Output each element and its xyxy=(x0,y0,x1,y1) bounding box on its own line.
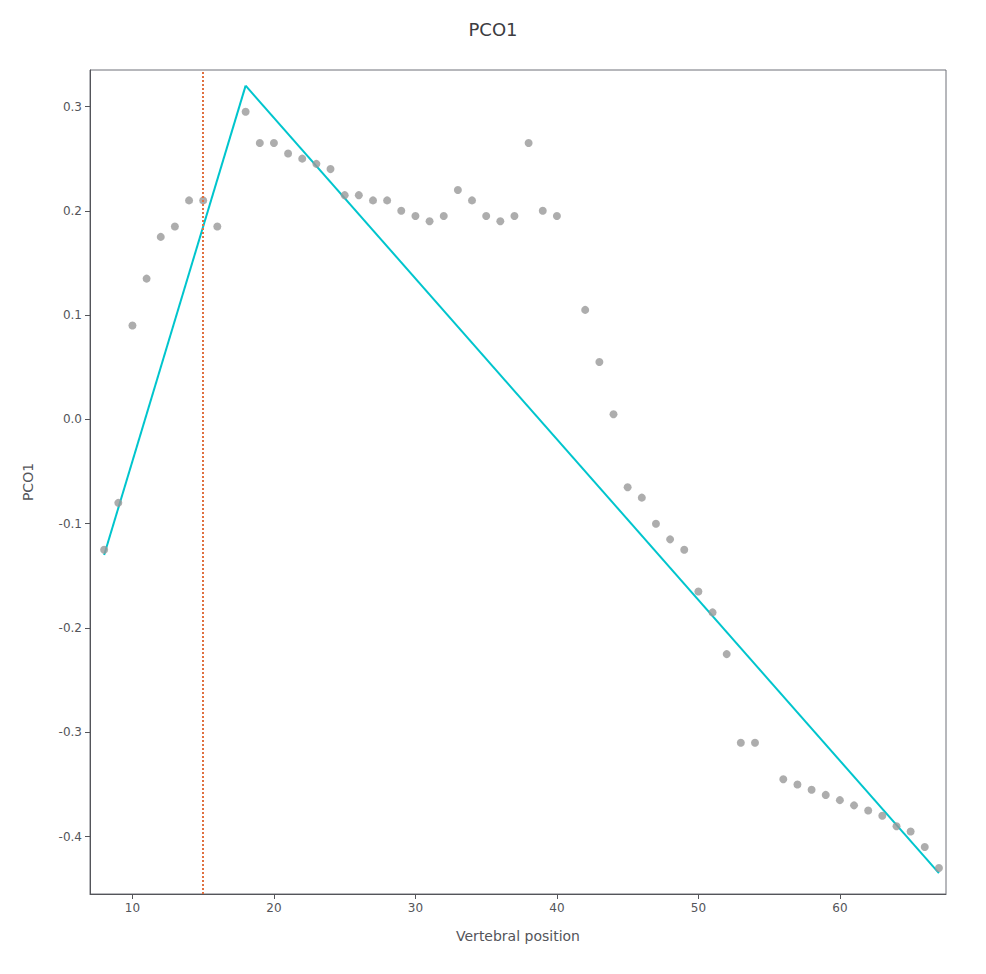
svg-text:0.1: 0.1 xyxy=(63,308,82,322)
svg-text:PCO1: PCO1 xyxy=(468,19,517,40)
svg-text:0.3: 0.3 xyxy=(63,100,82,114)
svg-text:-0.3: -0.3 xyxy=(59,725,82,739)
svg-text:-0.2: -0.2 xyxy=(59,621,82,635)
svg-text:0.0: 0.0 xyxy=(63,412,82,426)
svg-text:30: 30 xyxy=(408,901,423,915)
svg-text:-0.4: -0.4 xyxy=(59,830,82,844)
svg-text:60: 60 xyxy=(832,901,847,915)
svg-text:20: 20 xyxy=(266,901,281,915)
svg-text:Vertebral position: Vertebral position xyxy=(456,928,580,944)
svg-text:PCO1: PCO1 xyxy=(20,463,36,501)
svg-text:50: 50 xyxy=(691,901,706,915)
svg-text:10: 10 xyxy=(125,901,140,915)
svg-text:0.2: 0.2 xyxy=(63,204,82,218)
svg-text:-0.1: -0.1 xyxy=(59,517,82,531)
svg-text:40: 40 xyxy=(549,901,564,915)
